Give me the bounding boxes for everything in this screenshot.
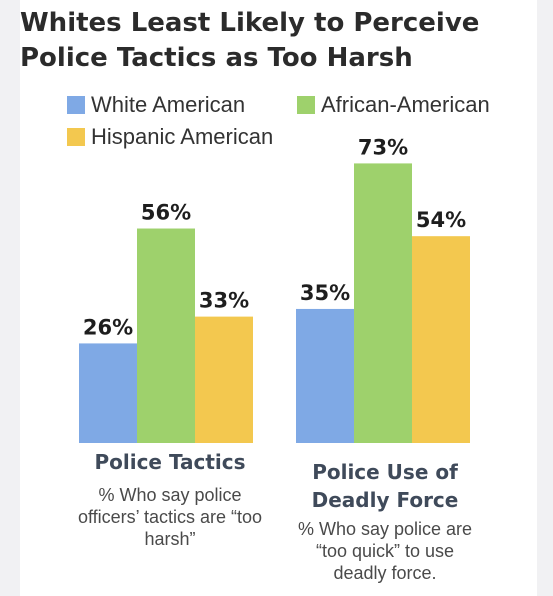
legend-swatch-hispanic (67, 128, 85, 146)
legend-label-hispanic: Hispanic American (91, 124, 274, 149)
category-description-deadly-force: % Who say police are “too quick” to use … (297, 519, 473, 583)
category-label-police-tactics: Police Tactics (94, 450, 246, 474)
bar-police-tactics-series-0 (79, 343, 137, 443)
bar-police-tactics-series-2 (195, 316, 253, 443)
legend-swatch-african (297, 96, 315, 114)
data-label-police-tactics-series-2: 33% (199, 289, 249, 313)
bar-deadly-force-series-0 (296, 308, 354, 443)
data-label-police-tactics-series-0: 26% (83, 315, 133, 339)
category-label-deadly-force: Police Use of Deadly Force (311, 460, 459, 512)
legend-label-white: White American (91, 92, 246, 117)
bar-police-tactics-series-1 (137, 228, 195, 443)
bar-deadly-force-series-2 (412, 236, 470, 443)
legend-label-african: African-American (321, 92, 490, 117)
data-label-deadly-force-series-2: 54% (416, 208, 466, 232)
data-label-deadly-force-series-0: 35% (300, 281, 350, 305)
legend-item-african-american: African-American (297, 92, 490, 118)
data-label-deadly-force-series-1: 73% (358, 135, 408, 159)
category-description-police-tactics: % Who say police officers’ tactics are “… (77, 485, 263, 549)
legend-swatch-white (67, 96, 85, 114)
legend-item-hispanic-american: Hispanic American (67, 124, 273, 150)
data-label-police-tactics-series-1: 56% (141, 201, 191, 225)
bar-deadly-force-series-1 (354, 163, 412, 443)
legend-item-white-american: White American (67, 92, 245, 118)
chart-title: Whites Least Likely to Perceive Police T… (20, 8, 480, 73)
